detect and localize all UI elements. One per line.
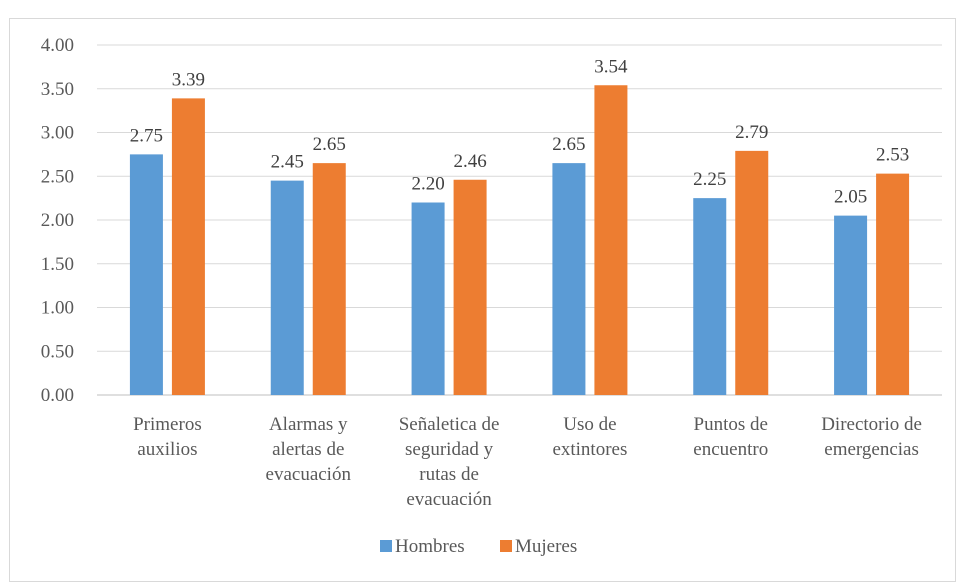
category-label: auxilios (137, 439, 197, 460)
category-label: evacuación (266, 464, 352, 485)
y-tick-label: 3.00 (41, 123, 74, 144)
bar-mujeres (453, 179, 487, 395)
data-label: 2.46 (453, 151, 486, 172)
y-tick-label: 2.00 (41, 210, 74, 231)
category-label: alertas de (272, 439, 344, 460)
category-label: seguridad y (405, 439, 494, 460)
category-label: Señaletica de (399, 414, 500, 435)
y-tick-label: 4.00 (41, 35, 74, 56)
category-label: Puntos de (694, 414, 768, 435)
bar-hombres (693, 198, 727, 395)
category-label: Alarmas y (269, 414, 348, 435)
data-label: 2.25 (693, 169, 726, 190)
data-label: 3.39 (172, 69, 205, 90)
category-label: encuentro (693, 439, 768, 460)
bar-mujeres (735, 150, 769, 395)
data-label: 2.53 (876, 145, 909, 166)
y-tick-label: 1.00 (41, 298, 74, 319)
bar-mujeres (594, 85, 628, 395)
data-label: 2.20 (411, 174, 444, 195)
bar-hombres (834, 215, 868, 395)
category-label: extintores (552, 439, 627, 460)
bar-mujeres (312, 163, 346, 395)
y-tick-label: 1.50 (41, 254, 74, 275)
category-label: evacuación (406, 489, 492, 510)
category-label: Uso de (563, 414, 616, 435)
legend-label: Mujeres (515, 536, 577, 557)
y-tick-label: 0.50 (41, 341, 74, 362)
category-label: emergencias (824, 439, 919, 460)
category-label: rutas de (419, 464, 479, 485)
bar-hombres (552, 163, 586, 395)
bar-mujeres (171, 98, 205, 395)
bar-mujeres (876, 173, 910, 395)
data-label: 2.65 (552, 134, 585, 155)
data-label: 3.54 (594, 56, 628, 77)
data-label: 2.75 (130, 125, 163, 146)
legend-swatch-hombres (380, 540, 392, 552)
bar-hombres (129, 154, 163, 395)
legend-label: Hombres (395, 536, 465, 557)
data-label: 2.79 (735, 122, 768, 143)
data-label: 2.65 (313, 134, 346, 155)
y-tick-label: 3.50 (41, 79, 74, 100)
category-label: Primeros (133, 414, 202, 435)
legend-swatch-mujeres (500, 540, 512, 552)
y-tick-label: 0.00 (41, 385, 74, 406)
bar-hombres (411, 202, 445, 395)
category-label: Directorio de (821, 414, 922, 435)
data-label: 2.45 (271, 152, 304, 173)
y-tick-label: 2.50 (41, 166, 74, 187)
bar-hombres (270, 180, 304, 395)
data-label: 2.05 (834, 187, 867, 208)
